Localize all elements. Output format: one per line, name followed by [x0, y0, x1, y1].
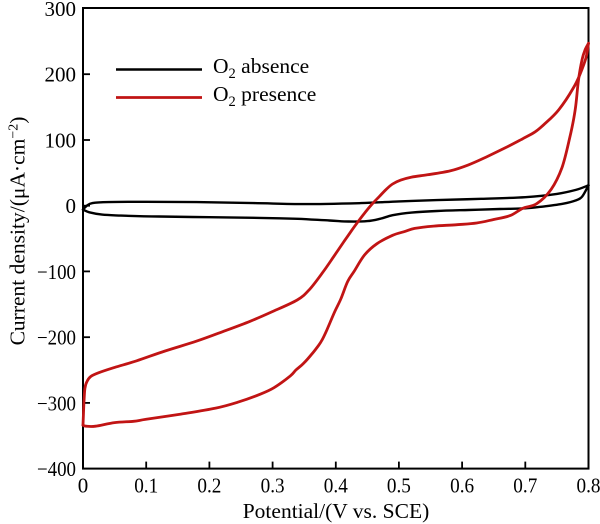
svg-text:−400: −400	[37, 457, 76, 481]
svg-text:300: 300	[45, 0, 77, 21]
svg-text:−300: −300	[37, 391, 76, 415]
svg-text:0: 0	[66, 194, 77, 218]
svg-text:200: 200	[45, 63, 77, 87]
svg-text:−100: −100	[37, 260, 76, 284]
svg-text:0.7: 0.7	[513, 474, 537, 498]
svg-text:−200: −200	[37, 326, 76, 350]
svg-text:0.5: 0.5	[387, 474, 411, 498]
svg-text:100: 100	[45, 128, 77, 152]
svg-text:0.1: 0.1	[134, 474, 158, 498]
svg-text:Current density/(μA·cm−2): Current density/(μA·cm−2)	[6, 117, 30, 346]
svg-text:0: 0	[78, 474, 89, 498]
svg-text:O2 presence: O2 presence	[213, 82, 316, 110]
svg-text:0.6: 0.6	[450, 474, 474, 498]
svg-text:0.3: 0.3	[261, 474, 285, 498]
svg-text:0.8: 0.8	[577, 474, 600, 498]
svg-text:O2 absence: O2 absence	[213, 54, 309, 82]
svg-text:0.4: 0.4	[324, 474, 348, 498]
svg-text:0.2: 0.2	[197, 474, 221, 498]
svg-text:Potential/(V vs. SCE): Potential/(V vs. SCE)	[243, 499, 430, 523]
